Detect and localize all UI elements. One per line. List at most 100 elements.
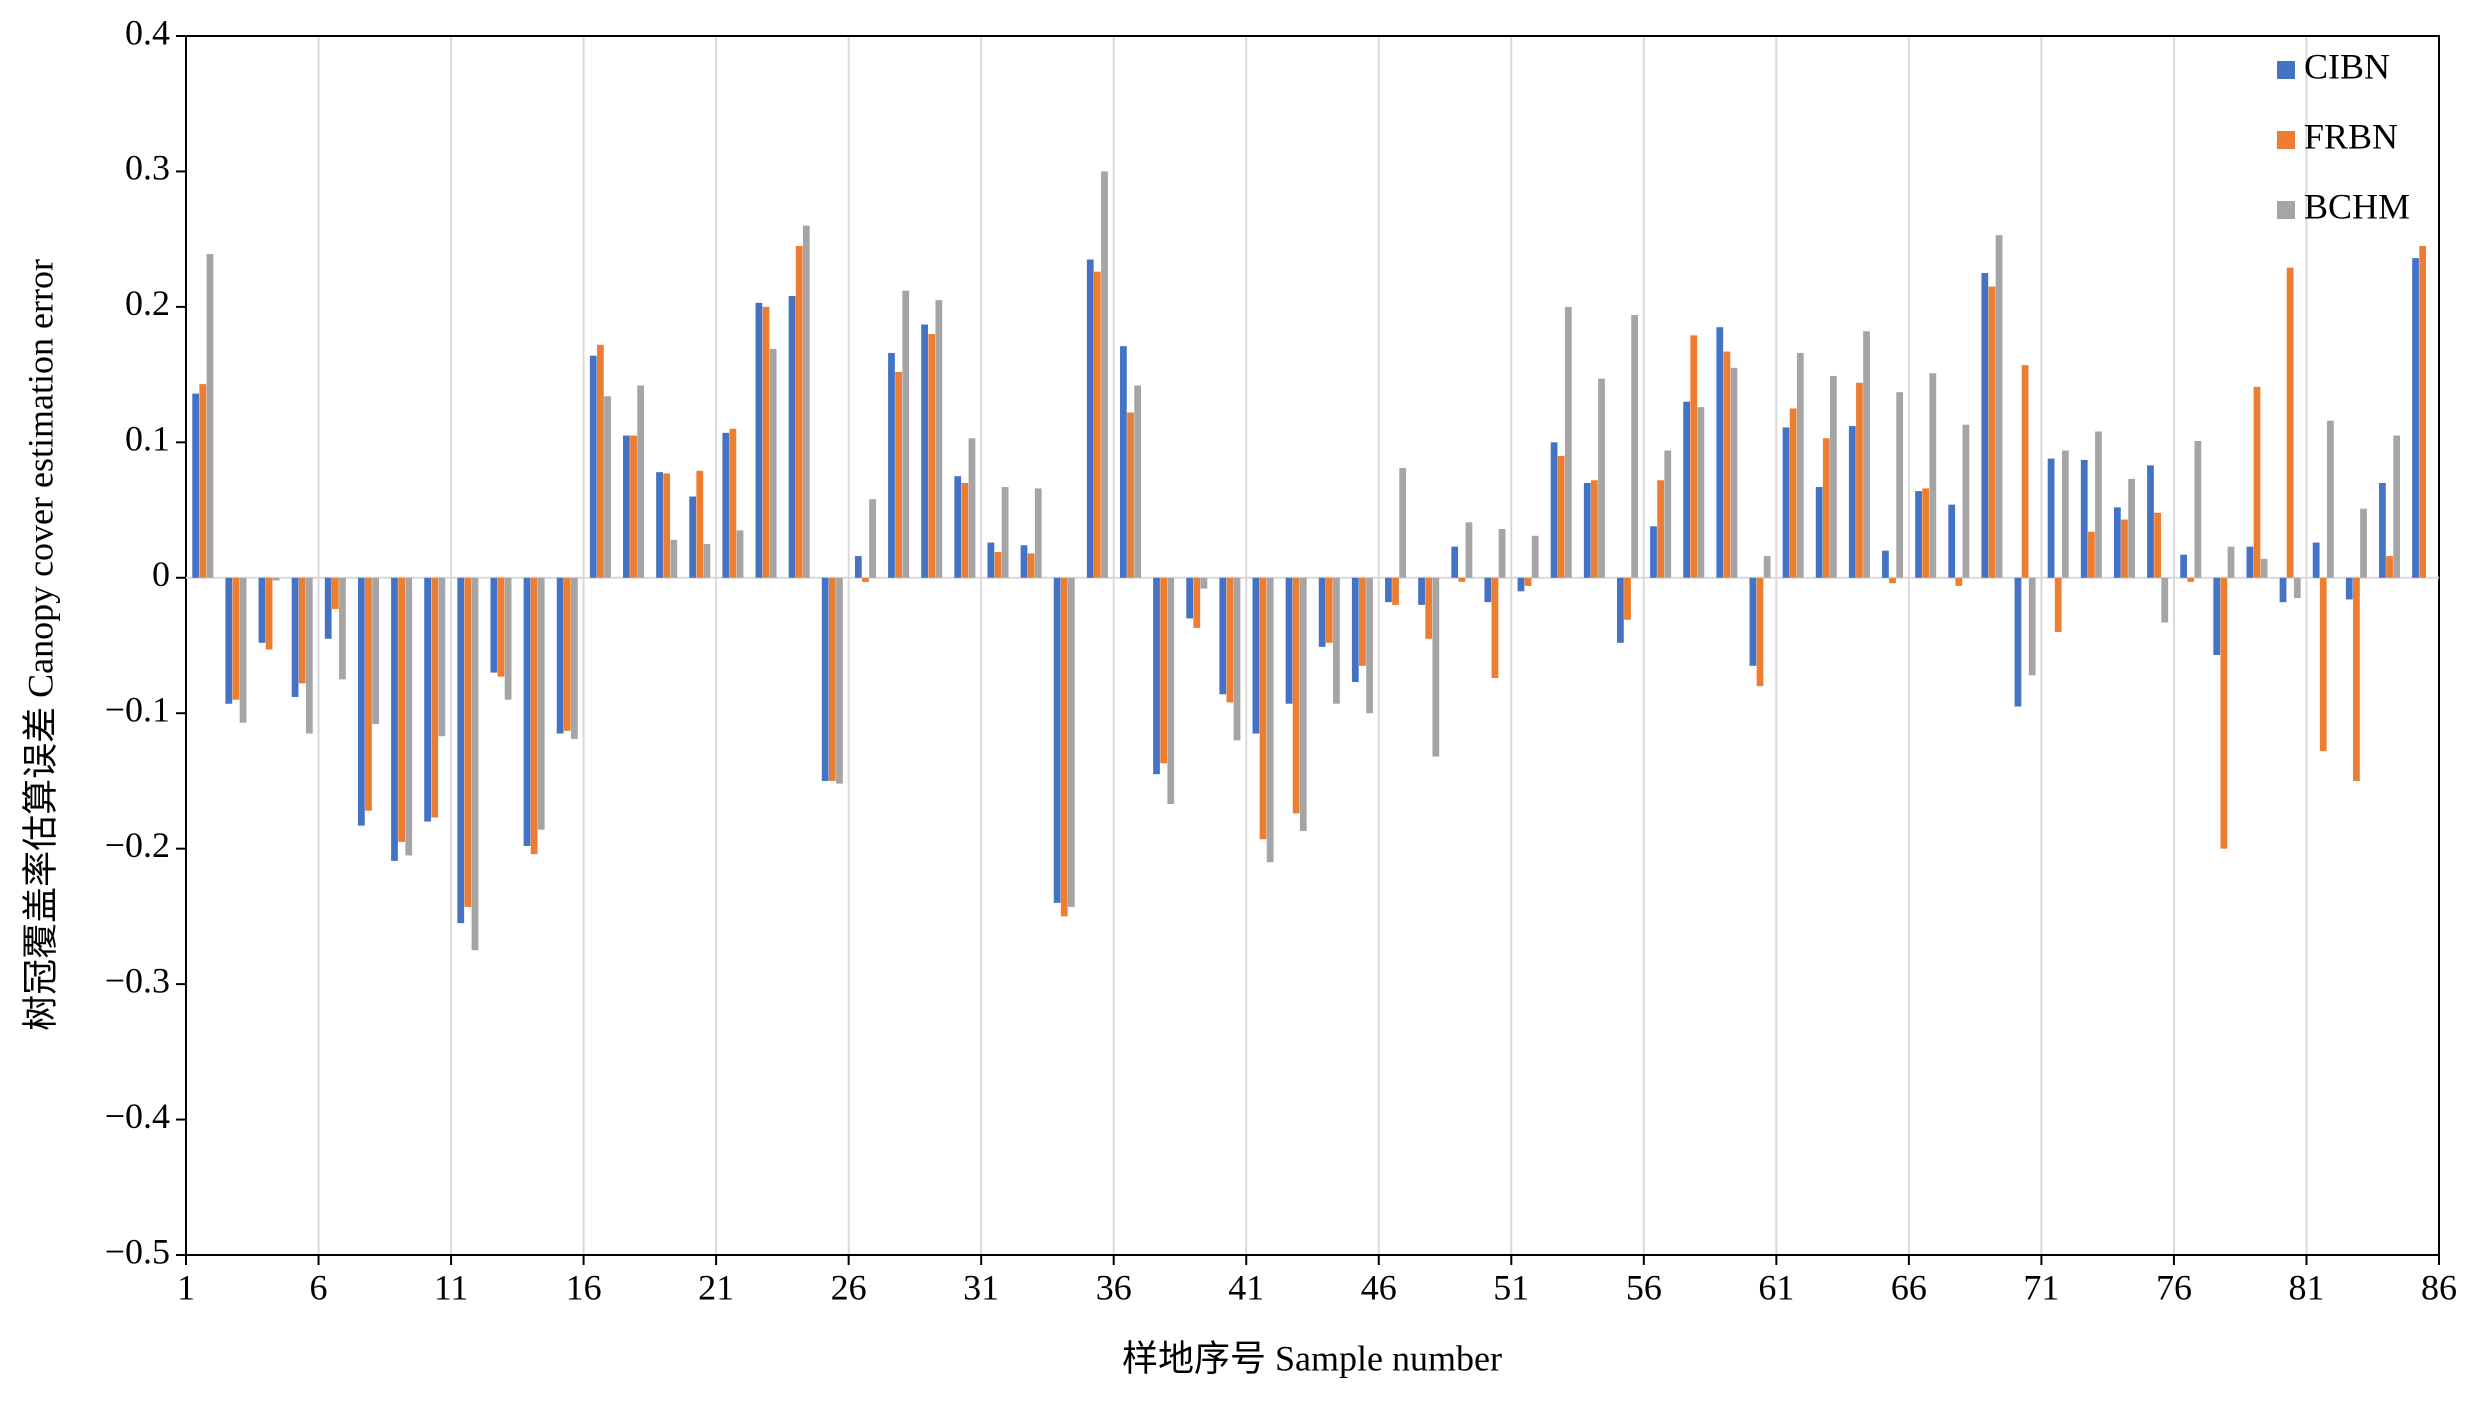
bar (954, 476, 962, 578)
bar (1318, 577, 1326, 647)
bar (206, 254, 214, 578)
legend-swatch (2277, 61, 2295, 79)
bar (1929, 373, 1937, 578)
bar (928, 333, 936, 578)
bar (530, 577, 538, 855)
x-tick-label: 16 (566, 1267, 602, 1307)
bar (2121, 519, 2128, 578)
bar (1034, 488, 1042, 578)
bar (1200, 577, 1208, 589)
bar (729, 428, 737, 578)
bar (1226, 577, 1234, 703)
bar (2147, 465, 2154, 578)
x-tick-label: 41 (1228, 1267, 1264, 1307)
bar (2379, 482, 2386, 578)
bar (1491, 577, 1499, 679)
bar (1252, 577, 1260, 734)
bar (523, 577, 531, 846)
bar (902, 290, 910, 578)
bar (1730, 367, 1738, 578)
bar (1830, 375, 1837, 578)
y-tick-label: −0.1 (105, 689, 170, 729)
bar (2393, 435, 2401, 578)
bar (1796, 352, 1804, 578)
legend-label: CIBN (2304, 46, 2390, 86)
bar (1259, 577, 1267, 840)
bar (1325, 577, 1333, 643)
bar (869, 499, 876, 578)
x-axis-label: 样地序号 Sample number (1122, 1338, 1502, 1378)
x-tick-label: 76 (2156, 1267, 2192, 1307)
bar (1186, 577, 1194, 619)
bar (888, 352, 895, 578)
bar (1451, 546, 1459, 578)
bar (961, 482, 969, 578)
bar (1590, 480, 1598, 578)
bar (265, 577, 273, 650)
bar (1160, 577, 1168, 764)
bar (365, 577, 372, 811)
y-tick-label: 0 (152, 554, 170, 594)
bar (1616, 577, 1624, 643)
bar (1285, 577, 1293, 704)
bar (424, 577, 431, 822)
bar (2087, 531, 2095, 578)
x-tick-label: 81 (2288, 1267, 2324, 1307)
bar (2194, 440, 2202, 578)
bar (2220, 577, 2228, 849)
bar (391, 577, 398, 861)
bar (2246, 546, 2254, 578)
bar (331, 577, 339, 609)
bar (2412, 258, 2419, 578)
bar (2319, 577, 2327, 752)
bar (2360, 508, 2367, 578)
bar (2080, 459, 2088, 578)
bar (994, 552, 1002, 578)
bar (1550, 442, 1558, 578)
bar (2154, 512, 2161, 578)
bar (788, 296, 796, 578)
bar (895, 371, 902, 578)
y-tick-label: 0.3 (125, 148, 170, 188)
bar (1922, 488, 1930, 578)
bar (1955, 577, 1963, 586)
bar (2054, 577, 2062, 632)
bar (802, 225, 810, 578)
bar (1962, 424, 1970, 578)
bar (1690, 335, 1698, 578)
bar (1524, 577, 1532, 586)
bar (1557, 455, 1565, 578)
y-tick-label: −0.3 (105, 960, 170, 1000)
bar (1385, 577, 1392, 603)
bar (769, 348, 777, 578)
bar (2047, 458, 2055, 578)
bar (1815, 487, 1823, 578)
bar (2095, 431, 2102, 578)
y-tick-label: −0.2 (105, 825, 170, 865)
bar (2113, 507, 2121, 578)
bar (464, 577, 472, 907)
bar (935, 300, 943, 578)
bar (1915, 491, 1922, 578)
bar (1193, 577, 1201, 628)
bar (1948, 504, 1956, 578)
bar (1266, 577, 1274, 863)
y-tick-label: −0.5 (105, 1231, 170, 1271)
bar (1650, 526, 1657, 578)
bar (762, 306, 770, 578)
bar (1889, 577, 1896, 584)
bar (637, 385, 645, 578)
bar (2021, 365, 2029, 578)
bar (563, 577, 571, 731)
x-tick-label: 21 (698, 1267, 734, 1307)
bar (1995, 235, 2003, 578)
bar (1664, 450, 1672, 578)
bar (755, 302, 763, 578)
bar (854, 556, 862, 578)
bar (1219, 577, 1227, 695)
bar (199, 384, 207, 578)
bar (2253, 386, 2261, 578)
x-tick-label: 36 (1096, 1267, 1132, 1307)
bar (670, 539, 678, 578)
